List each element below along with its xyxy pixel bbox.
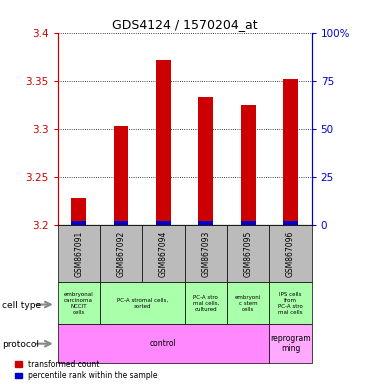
- Bar: [198, 97, 213, 225]
- Bar: [114, 221, 128, 225]
- Bar: [156, 221, 171, 225]
- Text: IPS cells
from
PC-A stro
mal cells: IPS cells from PC-A stro mal cells: [278, 292, 303, 314]
- Bar: [241, 104, 256, 225]
- Bar: [58, 282, 100, 324]
- Text: GSM867095: GSM867095: [244, 230, 253, 276]
- Text: GSM867091: GSM867091: [74, 230, 83, 276]
- Bar: [269, 282, 312, 324]
- Bar: [227, 225, 269, 282]
- Bar: [71, 221, 86, 225]
- Bar: [185, 225, 227, 282]
- Bar: [227, 282, 269, 324]
- Text: embryonal
carcinoma
NCCIT
cells: embryonal carcinoma NCCIT cells: [64, 292, 93, 314]
- Bar: [71, 198, 86, 225]
- Bar: [283, 79, 298, 225]
- Text: GSM867094: GSM867094: [159, 230, 168, 276]
- Text: PC-A stro
mal cells,
cultured: PC-A stro mal cells, cultured: [193, 295, 219, 312]
- Bar: [100, 225, 142, 282]
- Bar: [269, 324, 312, 363]
- Text: protocol: protocol: [2, 340, 39, 349]
- Bar: [185, 282, 227, 324]
- Bar: [198, 221, 213, 225]
- Text: control: control: [150, 339, 177, 348]
- Title: GDS4124 / 1570204_at: GDS4124 / 1570204_at: [112, 18, 257, 31]
- Bar: [283, 221, 298, 225]
- Bar: [156, 60, 171, 225]
- Bar: [100, 282, 185, 324]
- Text: PC-A stromal cells,
sorted: PC-A stromal cells, sorted: [116, 298, 168, 309]
- Bar: [58, 225, 100, 282]
- Text: GSM867092: GSM867092: [116, 230, 125, 276]
- Text: GSM867096: GSM867096: [286, 230, 295, 276]
- Text: embryoni
c stem
cells: embryoni c stem cells: [235, 295, 261, 312]
- Text: cell type: cell type: [2, 301, 41, 310]
- Text: reprogram
ming: reprogram ming: [270, 334, 311, 353]
- Bar: [114, 126, 128, 225]
- Legend: transformed count, percentile rank within the sample: transformed count, percentile rank withi…: [15, 360, 157, 380]
- Bar: [58, 324, 269, 363]
- Bar: [269, 225, 312, 282]
- Bar: [142, 225, 185, 282]
- Text: GSM867093: GSM867093: [201, 230, 210, 276]
- Bar: [241, 221, 256, 225]
